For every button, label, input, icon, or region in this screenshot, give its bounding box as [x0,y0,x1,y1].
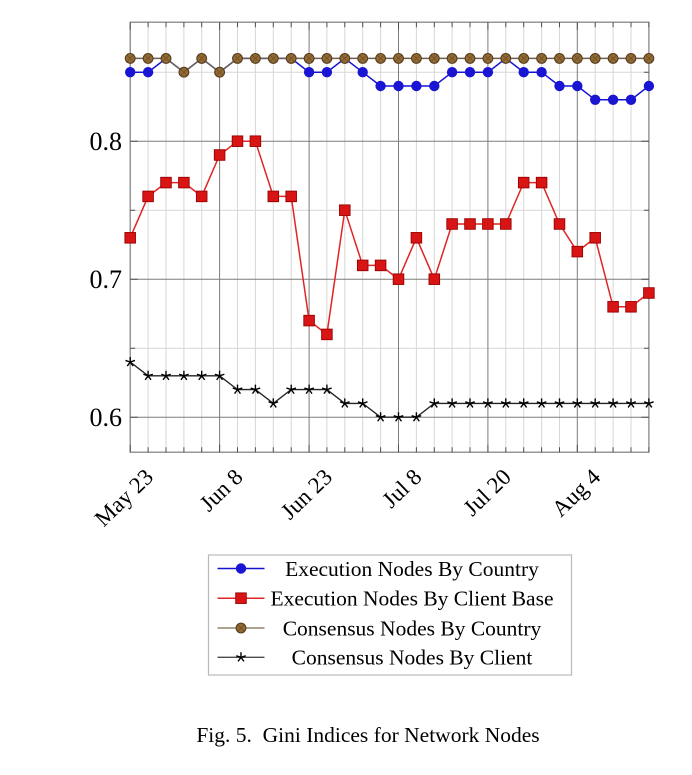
svg-text:0.8: 0.8 [90,127,123,156]
svg-text:Consensus Nodes By Country: Consensus Nodes By Country [283,616,542,640]
svg-text:Consensus Nodes By Client: Consensus Nodes By Client [292,646,533,670]
svg-text:Fig. 5. Gini Indices for Netw: Fig. 5. Gini Indices for Network Nodes [196,723,539,747]
svg-text:0.7: 0.7 [90,265,123,294]
svg-text:Execution Nodes By Country: Execution Nodes By Country [285,557,539,581]
svg-text:0.6: 0.6 [90,403,123,432]
svg-text:Execution Nodes By Client Base: Execution Nodes By Client Base [270,587,553,611]
